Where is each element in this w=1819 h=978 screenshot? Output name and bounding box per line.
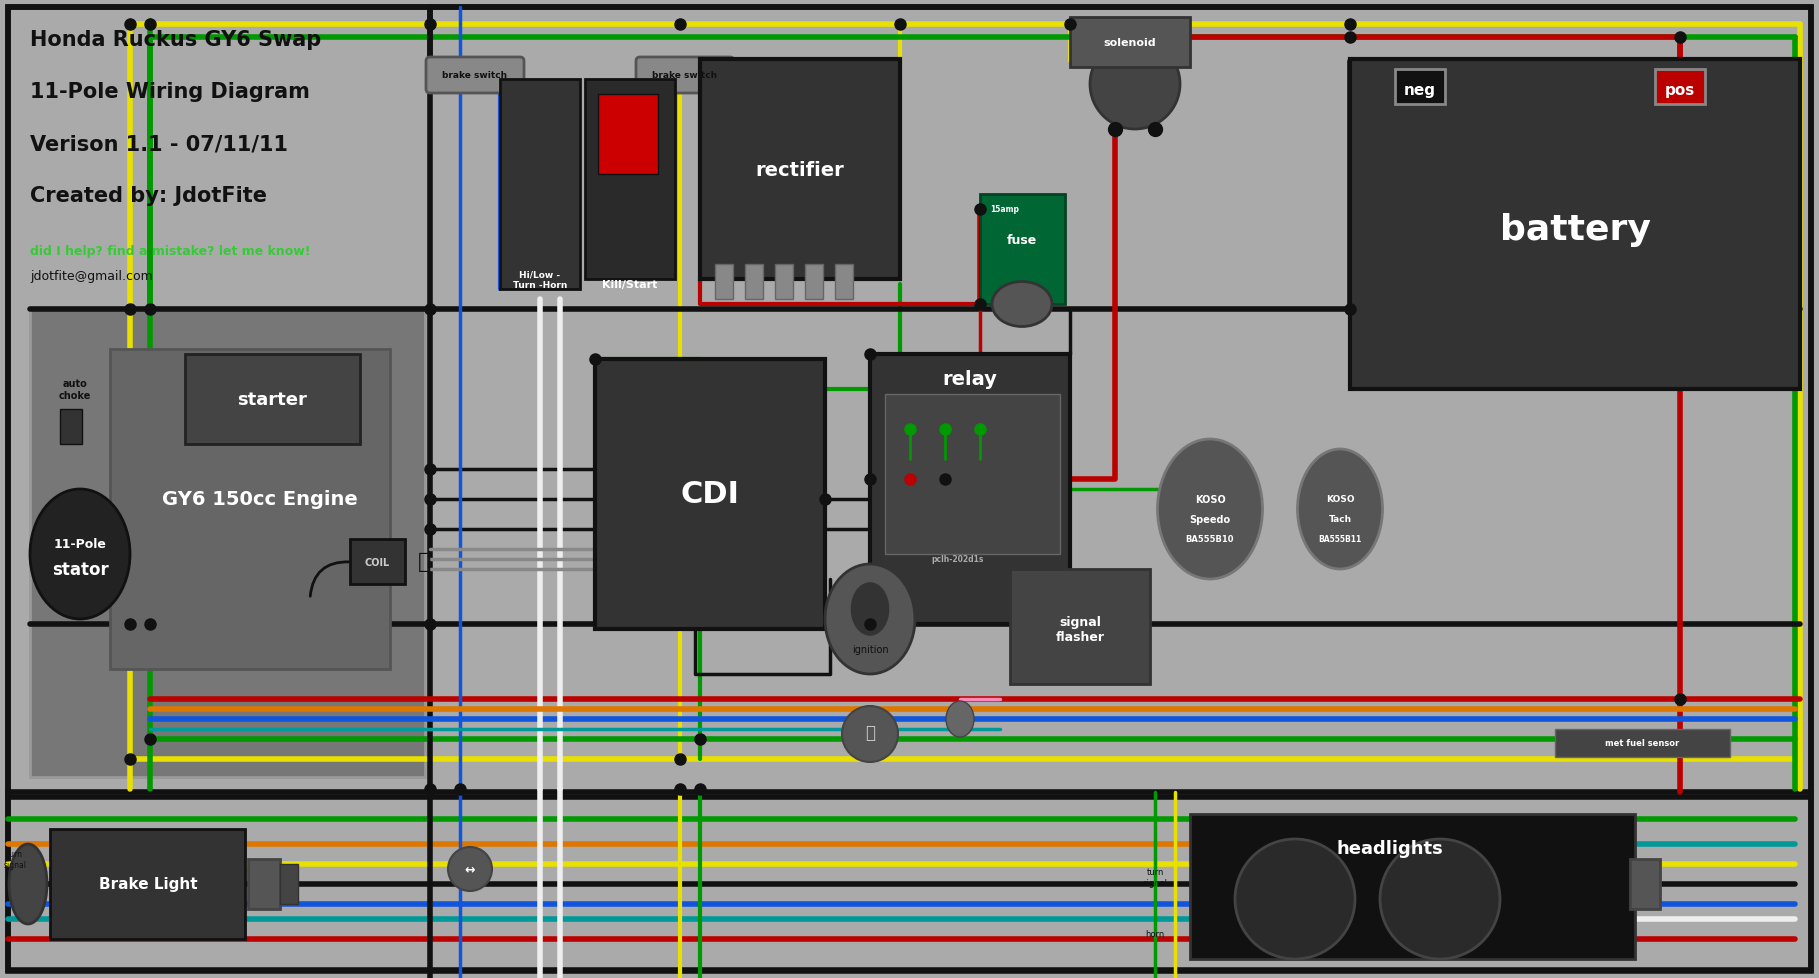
FancyBboxPatch shape xyxy=(980,195,1064,305)
FancyBboxPatch shape xyxy=(869,355,1070,624)
Ellipse shape xyxy=(849,582,889,637)
FancyBboxPatch shape xyxy=(247,859,280,910)
Text: auto
choke: auto choke xyxy=(58,378,91,400)
Text: turn
signal: turn signal xyxy=(1142,867,1168,887)
Text: solenoid: solenoid xyxy=(1104,38,1157,48)
FancyBboxPatch shape xyxy=(1630,859,1661,910)
FancyBboxPatch shape xyxy=(775,265,793,299)
Text: Tach: Tach xyxy=(1328,515,1352,524)
Text: pos: pos xyxy=(1664,82,1695,98)
FancyBboxPatch shape xyxy=(1190,814,1635,959)
FancyBboxPatch shape xyxy=(426,58,524,94)
FancyBboxPatch shape xyxy=(1350,60,1801,389)
FancyBboxPatch shape xyxy=(637,58,735,94)
Text: turn
signal: turn signal xyxy=(4,850,27,868)
Text: BA555B10: BA555B10 xyxy=(1186,535,1235,544)
Text: horn: horn xyxy=(1146,929,1164,939)
Text: COIL: COIL xyxy=(364,557,389,567)
FancyBboxPatch shape xyxy=(1010,569,1150,685)
FancyBboxPatch shape xyxy=(349,540,406,585)
Text: BA555B11: BA555B11 xyxy=(1319,535,1362,544)
Ellipse shape xyxy=(946,701,973,737)
Text: signal
flasher: signal flasher xyxy=(1055,615,1104,644)
Text: Kill/Start: Kill/Start xyxy=(602,280,658,289)
FancyBboxPatch shape xyxy=(595,360,826,630)
Text: battery: battery xyxy=(1499,213,1650,246)
Ellipse shape xyxy=(9,844,47,924)
Ellipse shape xyxy=(1157,439,1262,579)
Text: 11-Pole Wiring Diagram: 11-Pole Wiring Diagram xyxy=(29,82,309,102)
Text: stator: stator xyxy=(51,560,109,578)
Text: 11-Pole: 11-Pole xyxy=(53,538,107,551)
Text: GY6 150cc Engine: GY6 150cc Engine xyxy=(162,490,358,509)
Text: brake switch: brake switch xyxy=(442,71,508,80)
FancyBboxPatch shape xyxy=(109,350,389,669)
Text: rectifier: rectifier xyxy=(755,160,844,179)
Text: pclh-202d1s: pclh-202d1s xyxy=(931,555,984,564)
Text: KOSO: KOSO xyxy=(1195,495,1226,505)
Text: ⏚: ⏚ xyxy=(418,552,431,571)
Text: 15amp: 15amp xyxy=(990,204,1019,214)
Ellipse shape xyxy=(826,564,915,674)
FancyBboxPatch shape xyxy=(60,410,82,445)
FancyBboxPatch shape xyxy=(1555,730,1730,757)
FancyBboxPatch shape xyxy=(1395,70,1444,105)
Text: starter: starter xyxy=(236,390,307,409)
Text: KOSO: KOSO xyxy=(1326,495,1355,504)
Text: ⛽: ⛽ xyxy=(866,724,875,741)
Text: brake switch: brake switch xyxy=(653,71,717,80)
FancyBboxPatch shape xyxy=(835,265,853,299)
FancyBboxPatch shape xyxy=(586,80,675,280)
FancyBboxPatch shape xyxy=(746,265,762,299)
Circle shape xyxy=(1381,839,1501,959)
Text: fuse: fuse xyxy=(1008,234,1037,246)
Circle shape xyxy=(1090,40,1181,130)
FancyBboxPatch shape xyxy=(598,95,658,175)
Text: jdotfite@gmail.com: jdotfite@gmail.com xyxy=(29,270,153,283)
FancyBboxPatch shape xyxy=(1070,18,1190,67)
Ellipse shape xyxy=(29,490,129,619)
Text: Speedo: Speedo xyxy=(1190,514,1231,524)
Text: Hi/Low -
Turn -Horn: Hi/Low - Turn -Horn xyxy=(513,270,568,289)
Text: Verison 1.1 - 07/11/11: Verison 1.1 - 07/11/11 xyxy=(29,134,287,154)
FancyBboxPatch shape xyxy=(7,8,1812,970)
FancyBboxPatch shape xyxy=(806,265,822,299)
Ellipse shape xyxy=(1297,450,1382,569)
FancyBboxPatch shape xyxy=(1655,70,1704,105)
Text: ↔: ↔ xyxy=(464,863,475,875)
FancyBboxPatch shape xyxy=(49,829,246,939)
Text: ignition: ignition xyxy=(851,645,888,654)
Text: Created by: JdotFite: Created by: JdotFite xyxy=(29,186,267,205)
Text: neg: neg xyxy=(1404,82,1435,98)
Text: headlights: headlights xyxy=(1337,839,1442,857)
Ellipse shape xyxy=(991,283,1051,328)
FancyBboxPatch shape xyxy=(886,394,1060,555)
FancyBboxPatch shape xyxy=(700,60,900,280)
FancyBboxPatch shape xyxy=(715,265,733,299)
Text: Brake Light: Brake Light xyxy=(98,876,196,892)
FancyBboxPatch shape xyxy=(500,80,580,289)
FancyBboxPatch shape xyxy=(280,865,298,904)
Text: relay: relay xyxy=(942,370,997,388)
FancyBboxPatch shape xyxy=(186,355,360,445)
Circle shape xyxy=(842,706,899,762)
Text: CDI: CDI xyxy=(680,480,740,509)
Circle shape xyxy=(447,847,491,891)
FancyBboxPatch shape xyxy=(29,308,426,778)
Text: did I help? find a mistake? let me know!: did I help? find a mistake? let me know! xyxy=(29,244,311,258)
Text: Honda Ruckus GY6 Swap: Honda Ruckus GY6 Swap xyxy=(29,30,322,50)
Text: met fuel sensor: met fuel sensor xyxy=(1604,738,1679,748)
Circle shape xyxy=(1235,839,1355,959)
